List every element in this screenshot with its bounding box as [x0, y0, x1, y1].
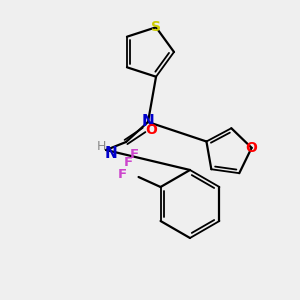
Text: O: O [145, 123, 157, 137]
Text: O: O [246, 141, 258, 155]
Text: F: F [118, 169, 127, 182]
Text: N: N [142, 115, 154, 130]
Text: S: S [151, 20, 161, 34]
Text: F: F [130, 148, 139, 161]
Text: N: N [105, 146, 117, 160]
Text: F: F [124, 157, 133, 169]
Text: H: H [96, 140, 106, 154]
